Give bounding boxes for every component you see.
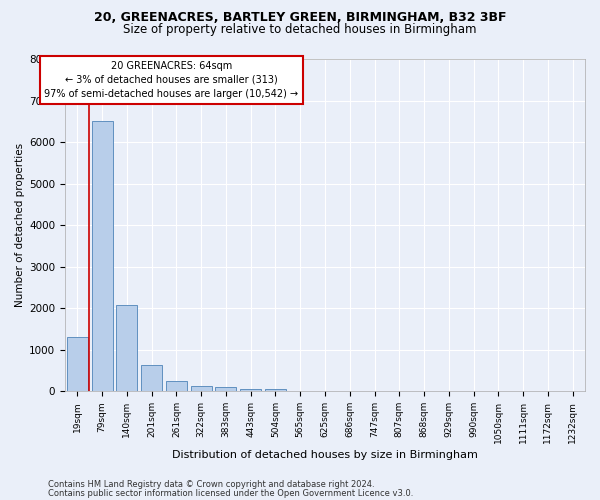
Bar — [92, 122, 113, 391]
Text: Size of property relative to detached houses in Birmingham: Size of property relative to detached ho… — [123, 22, 477, 36]
Bar — [166, 381, 187, 391]
Bar — [141, 366, 162, 391]
X-axis label: Distribution of detached houses by size in Birmingham: Distribution of detached houses by size … — [172, 450, 478, 460]
Text: 20 GREENACRES: 64sqm
← 3% of detached houses are smaller (313)
97% of semi-detac: 20 GREENACRES: 64sqm ← 3% of detached ho… — [44, 61, 299, 99]
Text: Contains HM Land Registry data © Crown copyright and database right 2024.: Contains HM Land Registry data © Crown c… — [48, 480, 374, 489]
Bar — [240, 388, 261, 391]
Bar — [67, 337, 88, 391]
Text: 20, GREENACRES, BARTLEY GREEN, BIRMINGHAM, B32 3BF: 20, GREENACRES, BARTLEY GREEN, BIRMINGHA… — [94, 11, 506, 24]
Bar — [116, 305, 137, 391]
Y-axis label: Number of detached properties: Number of detached properties — [15, 143, 25, 307]
Text: Contains public sector information licensed under the Open Government Licence v3: Contains public sector information licen… — [48, 488, 413, 498]
Bar — [215, 387, 236, 391]
Bar — [265, 388, 286, 391]
Bar — [191, 386, 212, 391]
